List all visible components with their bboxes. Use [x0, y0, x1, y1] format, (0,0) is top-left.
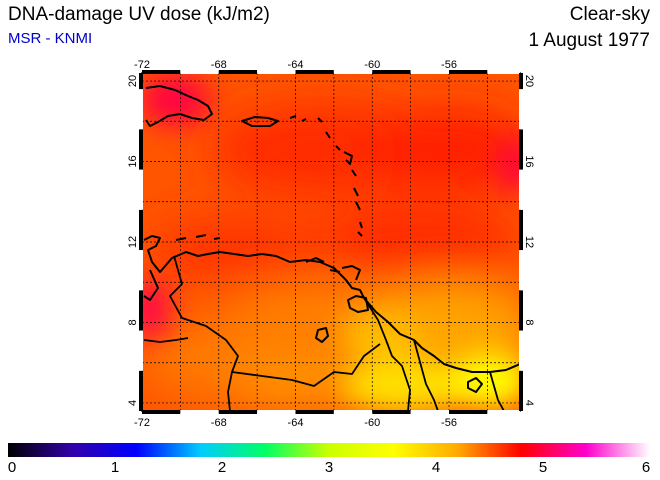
virgin-islands-coast — [289, 115, 307, 122]
trinidad-coast — [347, 295, 369, 313]
venezuela-guyana-border — [363, 297, 411, 411]
guyana-suriname-border — [413, 339, 439, 411]
lon-tick-label: -64 — [288, 59, 304, 71]
abc-islands-coast — [175, 234, 221, 241]
lat-tick-label: 4 — [523, 400, 535, 406]
country-borders — [143, 255, 505, 411]
lon-labels-top: -72 -68 -64 -60 -56 — [134, 59, 457, 71]
coastlines — [143, 85, 520, 393]
date-label: 1 August 1977 — [528, 30, 651, 51]
lat-tick-label: 20 — [523, 75, 535, 87]
lat-tick-label: 16 — [523, 155, 535, 167]
uv-dose-map: -72 -68 -64 -60 -56 -72 -68 -64 -60 -56 4 8 12 16 20… — [127, 59, 535, 429]
sky-condition-label: Clear-sky — [569, 4, 650, 25]
frame-tick-bars — [139, 70, 523, 414]
colorbar-tick-label: 6 — [641, 459, 651, 476]
reservoir-guri — [315, 327, 329, 343]
colorbar-tick-label: 3 — [324, 459, 334, 476]
northern-colombia-border — [143, 337, 189, 343]
lon-labels-bottom: -72 -68 -64 -60 -56 — [134, 417, 457, 429]
lon-tick-label: -56 — [441, 417, 457, 429]
lat-tick-label: 12 — [127, 236, 139, 248]
puerto-rico-coast — [241, 116, 279, 127]
source-label: MSR - KNMI — [8, 30, 93, 47]
suriname-guiana-border — [489, 371, 505, 411]
margarita-coast — [305, 257, 341, 273]
lon-tick-label: -72 — [134, 417, 150, 429]
lon-tick-label: -68 — [211, 417, 227, 429]
hispaniola-coast — [145, 85, 213, 127]
guajira-venezuela-coast — [143, 235, 520, 373]
lon-tick-label: -60 — [364, 59, 380, 71]
lon-tick-label: -56 — [441, 59, 457, 71]
lat-tick-label: 12 — [523, 236, 535, 248]
lon-tick-label: -64 — [288, 417, 304, 429]
colorbar-tick-label: 2 — [217, 459, 227, 476]
lesser-antilles-coast — [317, 117, 363, 237]
colorbar-tick-label: 1 — [110, 459, 120, 476]
lon-tick-label: -68 — [211, 59, 227, 71]
lat-tick-label: 8 — [523, 319, 535, 325]
lat-tick-label: 20 — [127, 75, 139, 87]
colorbar-tick-label: 4 — [431, 459, 441, 476]
lat-tick-label: 8 — [127, 319, 139, 325]
lat-labels-right: 4 8 12 16 20 — [523, 75, 535, 406]
dose-field — [142, 73, 520, 411]
brokopondo-lake — [467, 377, 483, 393]
lat-labels-left: 4 8 12 16 20 — [127, 75, 139, 406]
colorbar-tick-label: 0 — [7, 459, 17, 476]
colorbar — [8, 443, 650, 457]
lon-tick-label: -72 — [134, 59, 150, 71]
map-title: DNA-damage UV dose (kJ/m2) — [8, 4, 270, 25]
grenada-coast — [341, 265, 361, 281]
lon-tick-label: -60 — [364, 417, 380, 429]
lat-tick-label: 16 — [127, 155, 139, 167]
maracaibo-lake — [143, 269, 159, 301]
lat-tick-label: 4 — [127, 400, 139, 406]
colorbar-tick-label: 5 — [538, 459, 548, 476]
colombia-venezuela-border — [169, 255, 239, 411]
graticule — [142, 73, 520, 411]
venezuela-brazil-border — [231, 343, 381, 387]
